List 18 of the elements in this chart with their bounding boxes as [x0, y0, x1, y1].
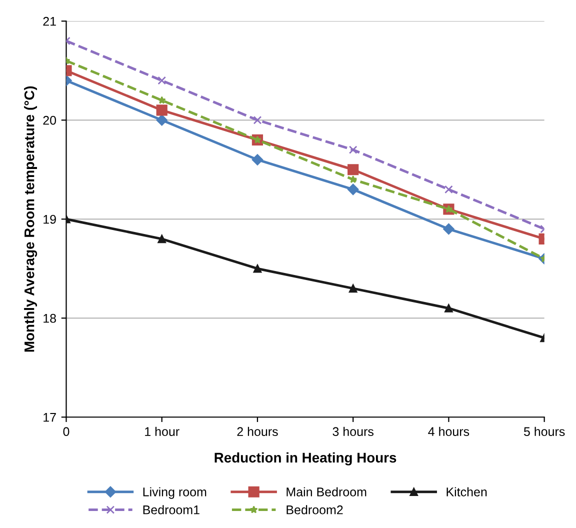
legend-label: Kitchen: [446, 487, 487, 496]
x-tick-label: 0: [63, 427, 70, 436]
legend-label: Bedroom2: [286, 505, 343, 514]
legend-label: Living room: [143, 487, 206, 499]
y-tick-label: 18: [44, 314, 56, 323]
y-tick-label: 21: [43, 16, 56, 26]
x-tick-label: 2 hours: [237, 426, 278, 436]
y-tick-label: 19: [44, 214, 56, 224]
legend-label: Bedroom1: [143, 505, 200, 514]
x-tick-label: 5 hours: [524, 426, 565, 436]
y-axis-title: Monthly Average Room temperature (°C): [24, 86, 38, 352]
x-tick-label: 1 hour: [145, 426, 180, 436]
x-axis-title: Reduction in Heating Hours: [214, 452, 396, 466]
legend-label: Main Bedroom: [286, 487, 366, 496]
y-tick-label: 20: [43, 116, 56, 125]
x-tick-label: 3 hours: [332, 426, 374, 436]
y-tick-label: 17: [44, 413, 56, 422]
x-tick-label: 4 hours: [428, 426, 470, 436]
